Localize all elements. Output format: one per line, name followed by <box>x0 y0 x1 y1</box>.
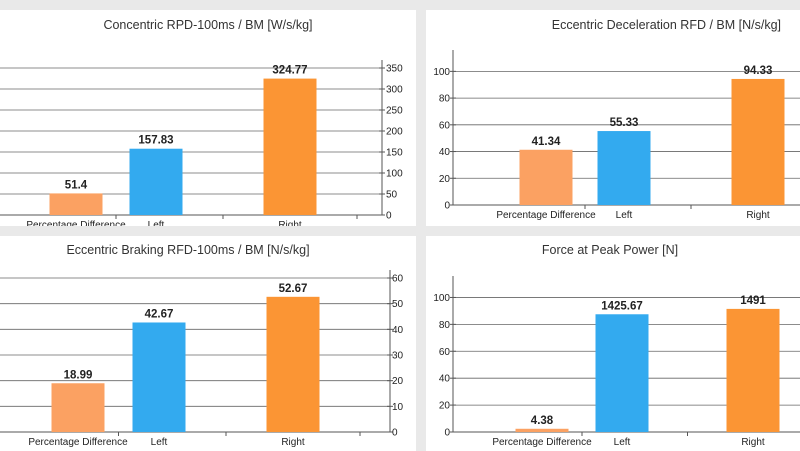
y-tick-label: 0 <box>392 428 398 439</box>
y-tick-label: 40 <box>392 325 404 336</box>
y-tick-label: 200 <box>386 127 403 138</box>
chart-panel-eccentric-braking: Eccentric Braking RFD-100ms / BM [N/s/kg… <box>0 236 416 451</box>
x-category-label: Right <box>746 210 770 221</box>
bar-value-label: 42.67 <box>145 308 174 320</box>
bar-left[interactable] <box>132 322 186 432</box>
y-tick-label: 100 <box>433 293 450 304</box>
x-category-label: Right <box>281 437 305 448</box>
y-tick-label: 60 <box>392 274 404 285</box>
chart-panel-concentric-rpd: Concentric RPD-100ms / BM [W/s/kg] 0 50 10… <box>0 10 416 226</box>
chart-panel-eccentric-deceleration: Eccentric Deceleration RFD / BM [N/s/kg]… <box>426 10 800 226</box>
y-tick-label: 50 <box>392 299 404 310</box>
y-tick-label: 0 <box>444 201 450 212</box>
y-tick-label: 250 <box>386 106 403 117</box>
y-tick-label: 100 <box>386 169 403 180</box>
y-tick-label: 60 <box>439 120 451 131</box>
chart-title: Force at Peak Power [N] <box>542 243 678 257</box>
chart-concentric-rpd: Concentric RPD-100ms / BM [W/s/kg] 0 50 10… <box>0 18 403 226</box>
y-tick-label: 40 <box>439 374 451 385</box>
x-category-label: Percentage Difference <box>28 437 128 448</box>
y-tick-label: 100 <box>433 67 450 78</box>
bar-value-label: 157.83 <box>138 135 173 147</box>
y-tick-label: 80 <box>439 94 451 105</box>
chart-title: Eccentric Braking RFD-100ms / BM [N/s/kg… <box>66 243 309 257</box>
bar-value-label: 324.77 <box>272 65 307 77</box>
bar-right[interactable] <box>263 78 317 215</box>
chart-panel-force-peak-power: Force at Peak Power [N] 0 20 40 60 80 100 4.38… <box>426 236 800 451</box>
chart-force-peak-power: Force at Peak Power [N] 0 20 40 60 80 100 4.38… <box>433 243 800 448</box>
y-tick-label: 0 <box>444 428 450 439</box>
x-category-label: Right <box>741 437 765 448</box>
bar-value-label: 94.33 <box>744 65 773 77</box>
x-category-label: Left <box>148 220 165 226</box>
y-tick-label: 350 <box>386 64 403 75</box>
y-tick-label: 150 <box>386 148 403 159</box>
bar-left[interactable] <box>129 148 183 215</box>
bar-right[interactable] <box>731 78 785 205</box>
x-category-label: Left <box>151 437 168 448</box>
y-tick-label: 60 <box>439 347 451 358</box>
chart-eccentric-deceleration: Eccentric Deceleration RFD / BM [N/s/kg]… <box>433 18 800 221</box>
y-tick-label: 10 <box>392 402 404 413</box>
bar-value-label: 41.34 <box>532 136 561 148</box>
bar-percentage-difference[interactable] <box>515 428 569 432</box>
chart-eccentric-braking: Eccentric Braking RFD-100ms / BM [N/s/kg… <box>0 243 404 448</box>
bar-value-label: 52.67 <box>279 283 308 295</box>
x-category-label: Percentage Difference <box>496 210 596 221</box>
bar-value-label: 1491 <box>740 295 766 307</box>
chart-title: Eccentric Deceleration RFD / BM [N/s/kg] <box>552 18 781 32</box>
bar-left[interactable] <box>597 131 651 205</box>
x-category-label: Right <box>278 220 302 226</box>
bar-percentage-difference[interactable] <box>49 193 103 215</box>
y-tick-label: 0 <box>386 211 392 222</box>
x-category-label: Percentage Difference <box>492 437 592 448</box>
bar-value-label: 51.4 <box>65 179 88 191</box>
bar-right[interactable] <box>266 296 320 432</box>
bar-left[interactable] <box>595 314 649 432</box>
y-tick-label: 80 <box>439 320 451 331</box>
y-tick-label: 20 <box>439 174 451 185</box>
bar-value-label: 55.33 <box>610 117 639 129</box>
bar-value-label: 4.38 <box>531 415 554 427</box>
bar-percentage-difference[interactable] <box>51 383 105 432</box>
bar-value-label: 18.99 <box>64 369 93 381</box>
y-tick-label: 40 <box>439 147 451 158</box>
bar-percentage-difference[interactable] <box>519 149 573 205</box>
y-tick-label: 50 <box>386 190 398 201</box>
y-tick-label: 30 <box>392 351 404 362</box>
chart-title: Concentric RPD-100ms / BM [W/s/kg] <box>103 18 312 32</box>
bar-value-label: 1425.67 <box>601 300 643 312</box>
bar-right[interactable] <box>726 308 780 432</box>
x-category-label: Percentage Difference <box>26 220 126 226</box>
y-tick-label: 20 <box>439 401 451 412</box>
y-tick-label: 20 <box>392 376 404 387</box>
y-tick-label: 300 <box>386 85 403 96</box>
x-category-label: Left <box>614 437 631 448</box>
x-category-label: Left <box>616 210 633 221</box>
